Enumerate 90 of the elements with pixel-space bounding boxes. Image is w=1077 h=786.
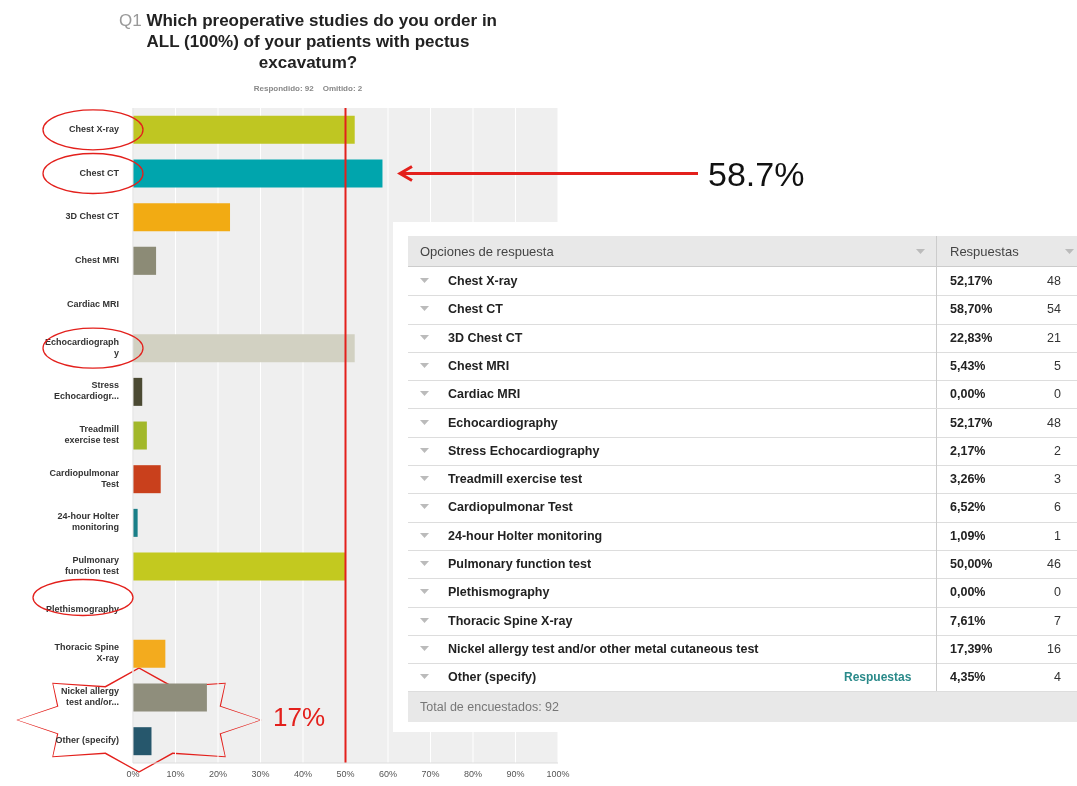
data-label: 0 [1054,585,1061,600]
text: 58.7% [708,154,805,193]
x-tick-label: 30% [251,769,270,780]
data-label: 21 [1047,330,1061,345]
y-tick-label: 3D Chest CT [65,211,120,222]
bar [133,552,346,581]
category-label: Pulmonary function test [448,557,592,571]
annotation: Total de encuestados: 92 [420,699,559,714]
data-label: 7 [1054,613,1061,628]
y-tick-label: 24-hour Holter monitoring [57,511,120,533]
bar [133,727,152,756]
category-label: Plethismography [448,585,550,600]
data-label: 3 [1054,472,1061,487]
data-label: 52,17% [950,274,993,288]
y-tick-label: Cardiac MRI [66,298,119,309]
text: Respuestas [950,244,1019,259]
data-label: 0 [1054,387,1061,402]
data-label: 3,26% [950,472,986,487]
category-label: 3D Chest CT [448,330,523,345]
category-label: Cardiopulmonar Test [448,500,573,515]
bar [133,421,147,450]
x-tick-label: 40% [293,769,313,780]
data-label: 48 [1047,274,1061,288]
category-label: Chest X-ray [448,274,518,288]
category-label: Stress Echocardiography [448,443,600,458]
category-label: Echocardiography [448,415,558,430]
category-label: 24-hour Holter monitoring [448,528,603,543]
chart-subtitle: Respondido: 92 Omitido: 2 [252,84,364,93]
y-tick-label: Thoracic Spine X-ray [54,642,119,664]
y-tick-label: Chest CT [79,167,120,178]
category-label: Thoracic Spine X-ray [448,613,573,628]
annotation: 17% [273,701,326,732]
data-label: 22,83% [950,330,993,345]
data-label: 1 [1054,528,1061,543]
bar [133,159,383,188]
x-tick-label: 20% [208,769,228,780]
bar [133,246,157,275]
y-tick-label: Echocardiography [44,337,119,359]
y-tick-label: Other (specify) [55,735,119,746]
x-tick-label: 10% [166,769,185,780]
bar [133,115,355,144]
annotation: Opciones de respuesta [420,244,554,259]
bar [133,683,207,712]
x-tick-label: 60% [378,769,398,780]
y-tick-label: Treadmill exercise test [64,424,119,446]
bar [133,334,355,363]
data-label: 7,61% [950,613,986,628]
data-label: 4,35% [950,670,986,685]
category-label: Treadmill exercise test [448,472,583,487]
data-label: 58,70% [950,302,993,317]
bar [133,203,231,232]
chart-title: Q1 Which preoperative studies do you order in ALL (100%) of your patients with pectus excavatum? [119,11,497,72]
data-label: 17,39% [950,641,993,656]
category-label: Nickel allergy test and/or other metal cutaneous test [448,641,759,656]
y-tick-label: Cardiopulmonar Test [49,468,120,490]
category-label: Cardiac MRI [448,387,521,402]
x-tick-label: 100% [546,769,570,780]
category-label: Chest CT [448,302,503,317]
data-label: 48 [1047,415,1061,430]
bar [133,639,166,668]
data-label: 4 [1054,670,1061,685]
x-tick-label: 50% [336,769,355,780]
data-label: 2,17% [950,443,986,458]
data-label: 6,52% [950,500,986,515]
x-tick-label: 90% [506,769,525,780]
x-tick-label: 0% [126,769,140,780]
data-label: 46 [1047,557,1061,571]
y-tick-label: Pulmonary function test [65,555,119,577]
data-label: 16 [1047,641,1061,656]
x-tick-label: 70% [421,769,440,780]
data-label: 52,17% [950,415,993,430]
y-tick-label: Chest X-ray [68,124,119,135]
data-label: 2 [1054,443,1061,458]
category-label: Chest MRI [448,358,510,373]
x-tick-label: 80% [463,769,483,780]
data-label: 0,00% [950,387,986,402]
bar [133,465,161,494]
data-label: 5 [1054,358,1061,373]
data-label: 0,00% [950,585,986,600]
y-tick-label: Chest MRI [74,255,119,266]
y-tick-label: Stress Echocardiogr... [53,380,119,402]
data-label: 50,00% [950,557,993,571]
y-tick-label: Nickel allergy test and/or... [60,686,119,708]
data-label: 6 [1054,500,1061,515]
data-label: 1,09% [950,528,986,543]
y-tick-label: Plethismography [45,604,119,615]
category-label: Other (specify) [448,670,537,685]
text: Respuestas [844,670,912,685]
data-label: 54 [1047,302,1061,317]
data-label: 5,43% [950,358,986,373]
